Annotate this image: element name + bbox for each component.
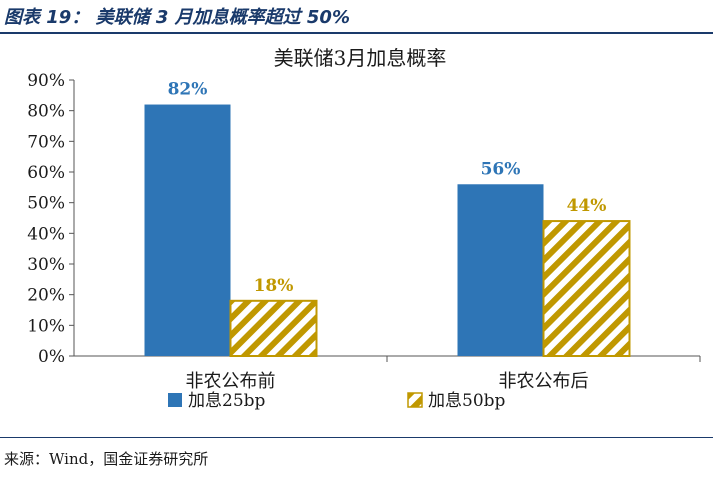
y-tick-label: 50% bbox=[27, 194, 65, 214]
y-tick-label: 30% bbox=[27, 255, 65, 275]
y-tick-label: 60% bbox=[27, 163, 65, 183]
bar-hike-25bp bbox=[144, 104, 231, 357]
y-tick-label: 90% bbox=[27, 71, 65, 91]
y-tick-label: 10% bbox=[27, 316, 65, 336]
legend-swatch bbox=[168, 393, 182, 407]
data-label: 56% bbox=[481, 159, 521, 179]
category-label: 非农公布前 bbox=[186, 371, 276, 392]
chart-title: 美联储3月加息概率 bbox=[274, 46, 447, 70]
bar-chart: 美联储3月加息概率 0% 10% 20% 30% 40% 50% 60% 70% 80% 90% 非… bbox=[27, 46, 701, 411]
y-tick-label: 0% bbox=[38, 347, 65, 367]
y-tick-label: 40% bbox=[27, 224, 65, 244]
y-tick-label: 80% bbox=[27, 102, 65, 122]
source-note: 来源：Wind，国金证券研究所 bbox=[4, 450, 209, 468]
legend-label: 加息25bp bbox=[188, 391, 266, 411]
title-rule bbox=[0, 32, 713, 34]
y-tick-label: 70% bbox=[27, 132, 65, 152]
data-label: 82% bbox=[168, 80, 208, 100]
bar-hike-50bp bbox=[229, 299, 318, 357]
legend-label: 加息50bp bbox=[428, 391, 506, 411]
category-label: 非农公布后 bbox=[499, 371, 589, 392]
data-label: 18% bbox=[254, 276, 294, 296]
footer-rule bbox=[0, 437, 713, 438]
bar-hike-50bp bbox=[542, 220, 631, 357]
y-tick-label: 20% bbox=[27, 286, 65, 306]
data-label: 44% bbox=[567, 196, 607, 216]
bar-hike-25bp bbox=[457, 184, 544, 356]
legend-swatch bbox=[407, 392, 423, 408]
figure-title: 图表 19： 美联储 3 月加息概率超过 50% bbox=[4, 7, 350, 28]
